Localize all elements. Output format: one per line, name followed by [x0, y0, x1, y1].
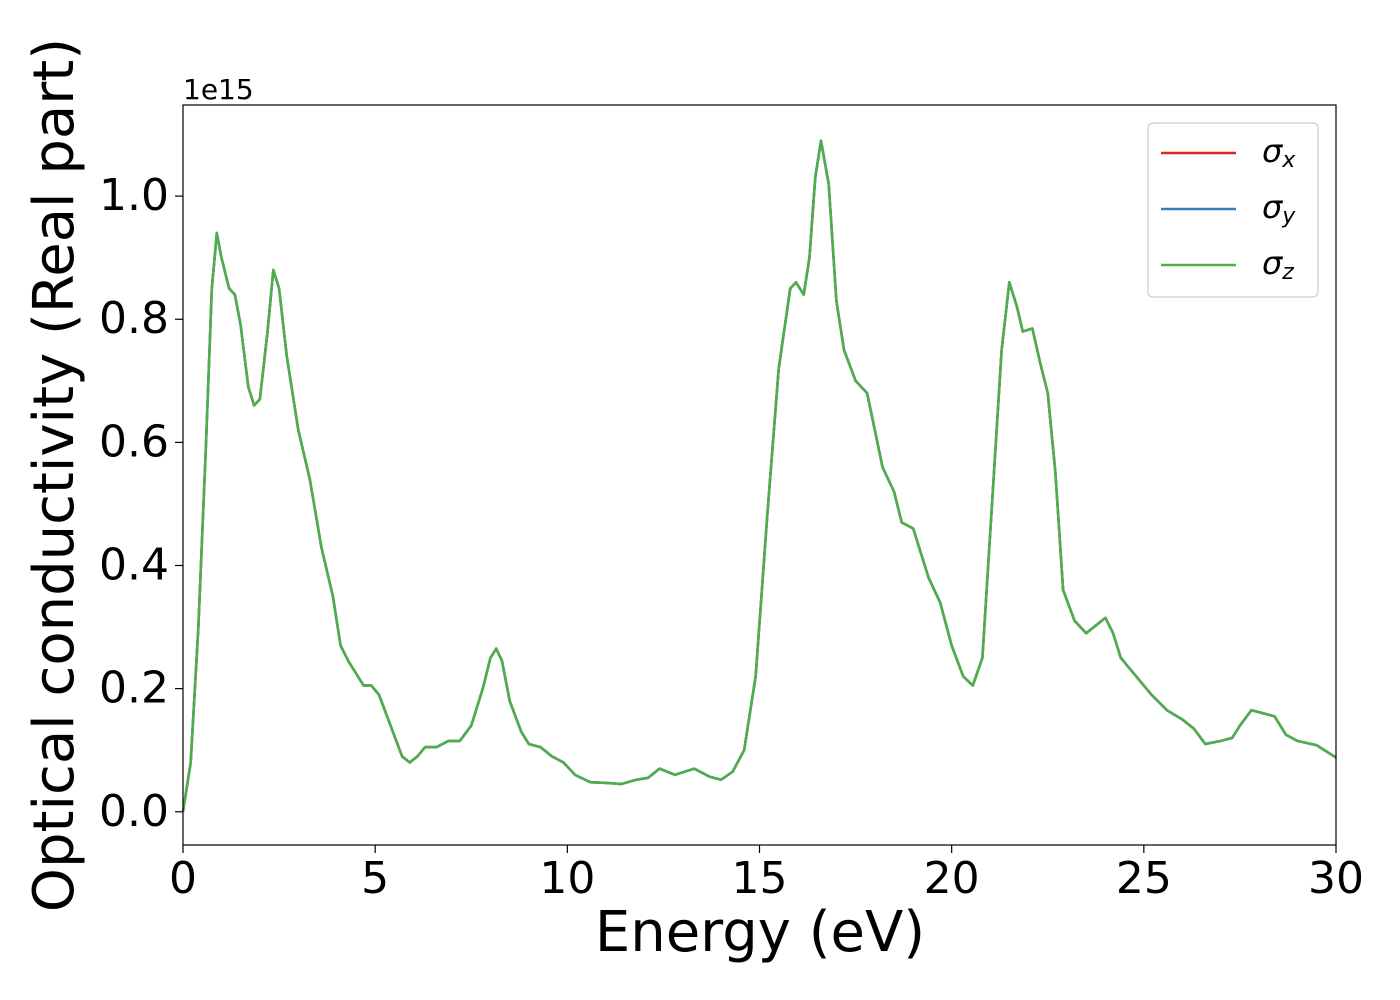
series-line	[181, 139, 1337, 812]
y-axis-label: Optical conductivity (Real part)	[22, 38, 87, 912]
legend: σx σy σz	[1147, 122, 1319, 298]
y-tick-label: 0.8	[99, 293, 169, 344]
y-offset-label: 1e15	[183, 73, 254, 106]
y-tick-label: 1.0	[99, 170, 169, 221]
y-tick-label: 0.6	[99, 416, 169, 467]
x-axis-label: Energy (eV)	[595, 900, 925, 965]
plot-frame	[182, 104, 1337, 846]
x-tick-label: 0	[169, 853, 197, 904]
x-tick-label: 25	[1116, 853, 1172, 904]
y-tick-label: 0.2	[99, 663, 169, 714]
y-tick-label: 0.4	[99, 539, 169, 590]
y-tick-label: 0.0	[99, 786, 169, 837]
x-tick-label: 10	[539, 853, 595, 904]
legend-label: σy	[1262, 188, 1296, 229]
legend-label: σx	[1262, 132, 1296, 173]
legend-label: σz	[1262, 244, 1294, 285]
x-tick-label: 20	[924, 853, 980, 904]
x-tick-label: 15	[732, 853, 788, 904]
x-tick-label: 30	[1308, 853, 1364, 904]
x-tick-label: 5	[361, 853, 389, 904]
